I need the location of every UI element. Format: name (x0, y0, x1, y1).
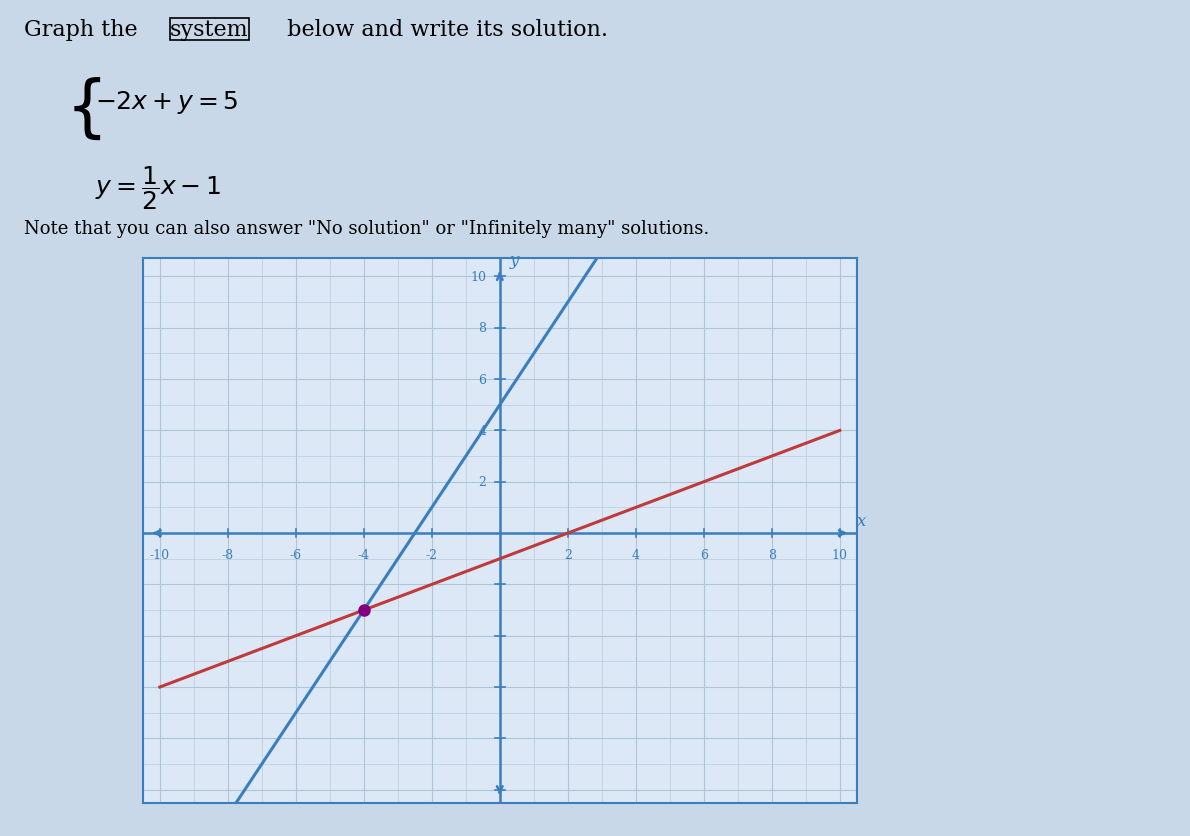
Text: $y=\dfrac{1}{2}x-1$: $y=\dfrac{1}{2}x-1$ (95, 164, 221, 212)
Text: 2: 2 (564, 548, 571, 562)
Text: 2: 2 (478, 476, 487, 489)
Text: system: system (170, 18, 249, 41)
Text: y: y (511, 252, 519, 268)
Text: below and write its solution.: below and write its solution. (280, 18, 608, 41)
Text: Graph the: Graph the (24, 18, 144, 41)
Text: 8: 8 (768, 548, 776, 562)
Text: 4: 4 (478, 425, 487, 437)
Text: -10: -10 (150, 548, 170, 562)
Text: $-2x+y=5$: $-2x+y=5$ (95, 89, 239, 116)
Text: 10: 10 (470, 271, 487, 283)
Text: 4: 4 (632, 548, 640, 562)
Text: -2: -2 (426, 548, 438, 562)
Text: -6: -6 (289, 548, 302, 562)
Text: -4: -4 (358, 548, 370, 562)
Text: x: x (857, 512, 866, 530)
Text: 6: 6 (700, 548, 708, 562)
Text: Note that you can also answer "No solution" or "Infinitely many" solutions.: Note that you can also answer "No soluti… (24, 220, 709, 238)
Text: 10: 10 (832, 548, 847, 562)
Text: 6: 6 (478, 373, 487, 386)
Text: 8: 8 (478, 322, 487, 335)
Text: -8: -8 (221, 548, 234, 562)
Text: {: { (65, 77, 108, 143)
